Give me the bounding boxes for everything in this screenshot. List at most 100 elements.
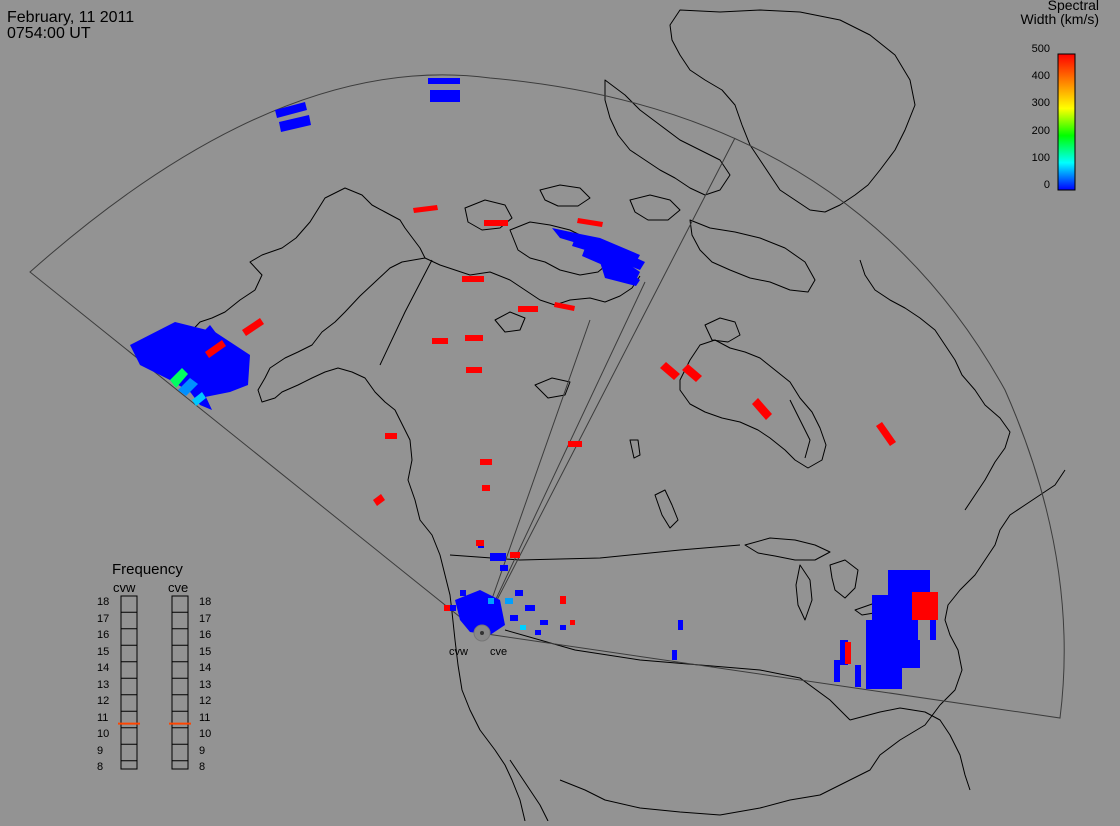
echo-cell [178, 378, 198, 396]
echo-cell [866, 668, 902, 689]
lake-michigan [795, 564, 813, 621]
radar-sites [473, 624, 491, 642]
echo-cell [482, 485, 490, 491]
echo-cell [170, 368, 188, 388]
colorbar-tick-label: 400 [1031, 70, 1050, 83]
echo-cell [840, 640, 848, 665]
frequency-scale-label-left: 18 [97, 596, 110, 608]
echo-cell [888, 570, 930, 595]
lake-great-bear [494, 311, 526, 333]
frequency-radar-cvw: cvw [113, 580, 136, 595]
frequency-scale-label-right: 18 [199, 596, 212, 608]
coastline-atlantic [939, 469, 1066, 706]
colorbar-subtitle: Width (km/s) [1020, 11, 1099, 27]
border-alaska-canada [379, 259, 433, 366]
echo-cell [450, 605, 456, 611]
island-ellesmere [604, 79, 731, 196]
echo-cell [678, 620, 683, 630]
colorbar [1057, 53, 1076, 191]
colorbar-title: Spectral [1047, 0, 1099, 13]
island-southampton [704, 317, 741, 343]
frequency-title: Frequency [112, 561, 183, 578]
radar-site-dot [480, 631, 484, 635]
echo-cell [577, 218, 603, 227]
echo-cell [910, 640, 920, 668]
frequency-scale-label-left: 13 [97, 678, 110, 691]
echo-cell [205, 340, 226, 358]
echo-cell [510, 615, 518, 621]
echo-cell [682, 364, 702, 382]
frequency-scale-label-left: 11 [97, 711, 109, 724]
frequency-scale-label-left: 16 [97, 629, 110, 641]
island-baffin [689, 219, 816, 293]
echo-cell [500, 565, 508, 571]
coastline-mexico [559, 704, 941, 816]
coastline-baja [509, 759, 549, 822]
echo-cell [568, 441, 582, 447]
frequency-scale-box [120, 595, 138, 770]
frequency-scale-label-right: 13 [199, 678, 212, 691]
fov-beam-1 [479, 137, 736, 634]
echo-cell [505, 598, 513, 604]
coastline-hudson-bay [679, 339, 827, 469]
lake-winnipeg [654, 489, 679, 529]
echo-cell [834, 660, 840, 682]
echo-cell [279, 115, 311, 132]
coastline-arctic [424, 257, 641, 306]
lake-superior [744, 537, 831, 561]
border-us-mexico [504, 629, 851, 721]
frequency-radar-cve: cve [168, 580, 189, 595]
echo-cell [484, 220, 508, 226]
echo-cell [385, 433, 397, 439]
scatter-mid-width [170, 368, 526, 630]
echo-cell [476, 540, 484, 546]
echo-cell [930, 618, 936, 640]
lake-huron [829, 559, 859, 599]
frequency-scale-label-left: 17 [97, 612, 110, 625]
coastline-greenland [669, 9, 916, 213]
echo-cell [560, 596, 566, 604]
frequency-scales [120, 595, 189, 770]
frequency-scale-label-right: 15 [199, 645, 212, 658]
frequency-scale-label-right: 16 [199, 629, 212, 641]
echo-cell [600, 262, 640, 286]
coastline-james-bay [789, 399, 811, 459]
echo-cell [535, 630, 541, 635]
echo-cell [876, 422, 896, 446]
scatter-low-width [130, 78, 936, 689]
echo-cell [462, 276, 484, 282]
echo-cell [672, 650, 677, 660]
frequency-scale-label-left: 10 [97, 728, 110, 740]
colorbar-tick-label: 500 [1031, 43, 1050, 55]
echo-cell [444, 605, 450, 611]
echo-cell [460, 590, 466, 596]
echo-cell [752, 398, 772, 420]
echo-cell [510, 552, 520, 558]
echo-cell [192, 392, 206, 406]
echo-cell [430, 90, 460, 102]
echo-cell [845, 642, 851, 664]
colorbar-tick-label: 100 [1031, 151, 1050, 164]
frequency-scale-label-right: 8 [199, 761, 206, 773]
fov-beam-3 [479, 319, 591, 634]
echo-cell [432, 338, 448, 344]
echo-cell [554, 302, 575, 311]
frequency-scale-label-left: 14 [97, 662, 110, 674]
lake-great-slave [534, 377, 571, 399]
echo-cell [560, 625, 566, 630]
frequency-scale-label-right: 14 [199, 662, 212, 674]
radar-label-cve: cve [490, 646, 508, 658]
lake-manitoba [629, 439, 641, 459]
time-label: 0754:00 UT [7, 25, 91, 42]
frequency-scale-label-right: 12 [199, 695, 212, 707]
radar-fov [29, 74, 1065, 719]
echo-cell [912, 592, 938, 620]
echo-cell [855, 665, 861, 687]
frequency-scale-box [171, 595, 189, 770]
coastline-pacific [149, 187, 526, 822]
frequency-scale-label-left: 15 [97, 645, 110, 658]
echo-cell [660, 362, 680, 380]
echo-cell [465, 335, 483, 341]
